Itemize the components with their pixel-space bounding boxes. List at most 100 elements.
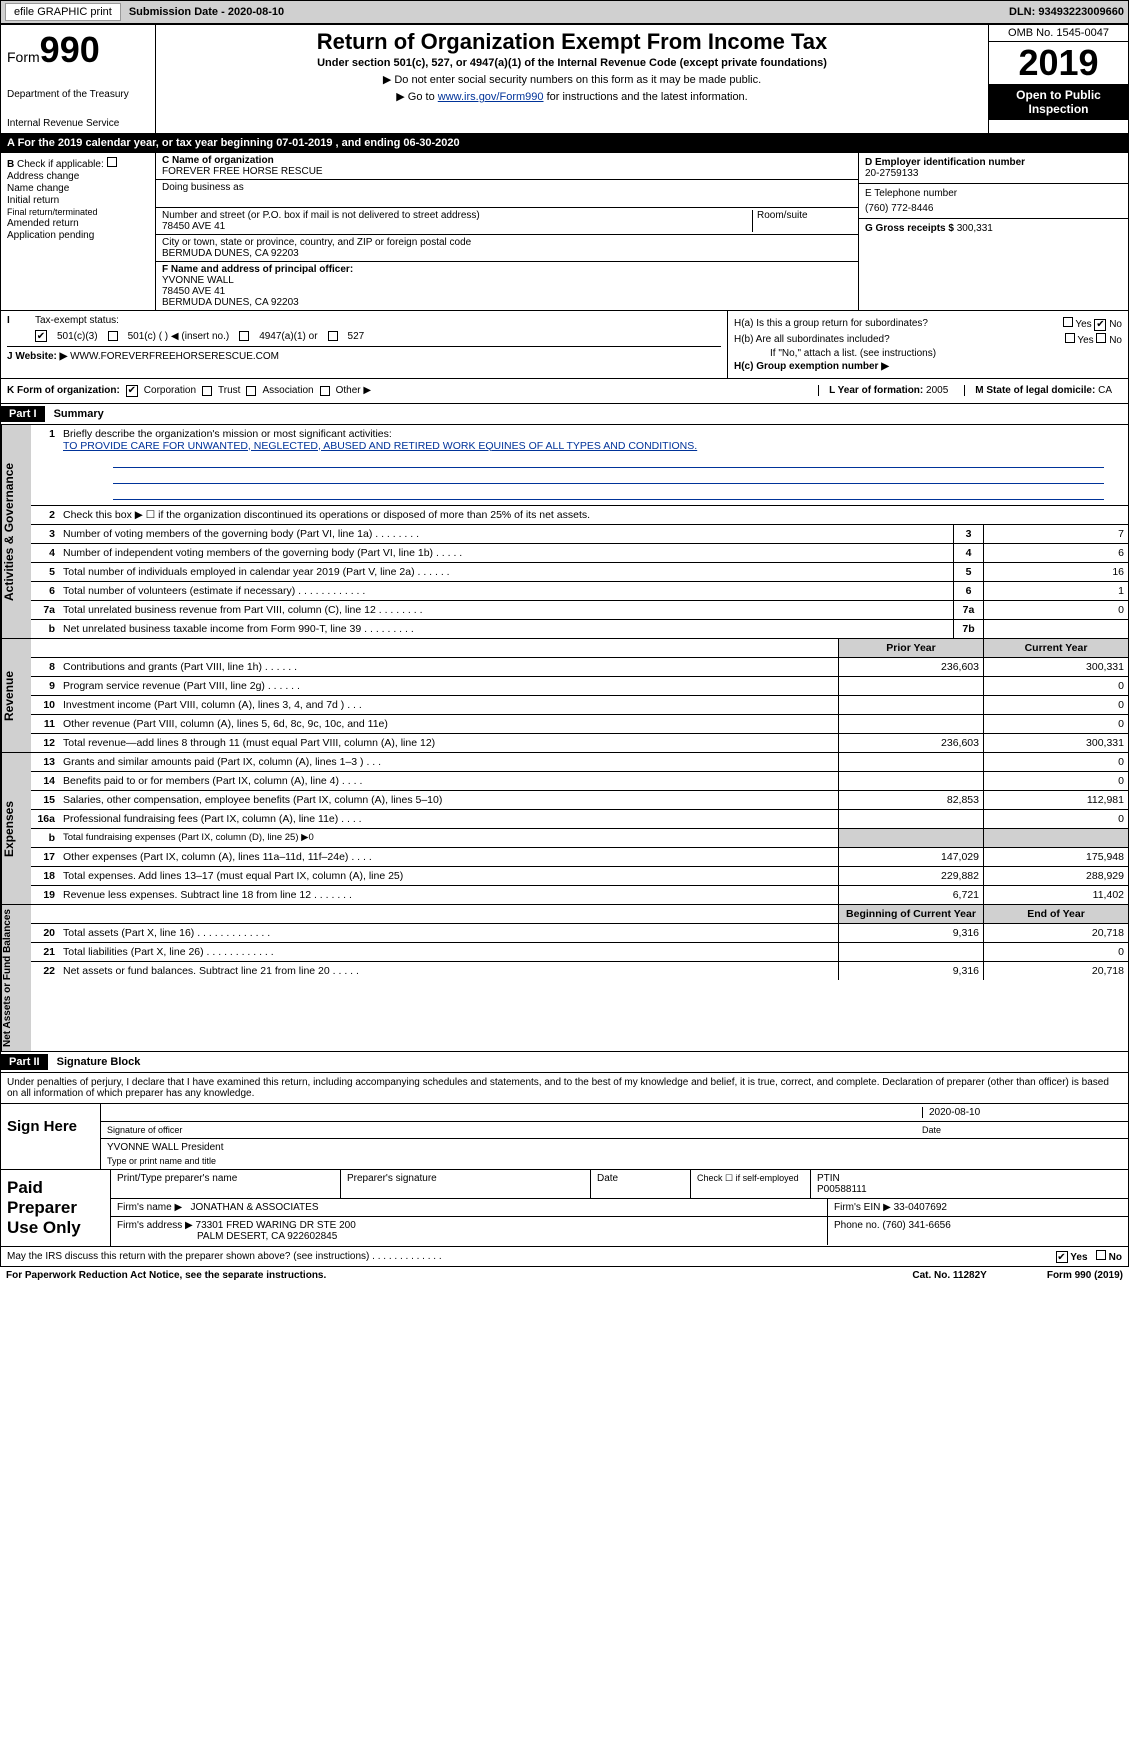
l-label: L Year of formation: bbox=[829, 385, 923, 396]
signature-section: Under penalties of perjury, I declare th… bbox=[0, 1073, 1129, 1170]
current-year-header: Current Year bbox=[983, 639, 1128, 657]
g-value: 300,331 bbox=[957, 223, 993, 234]
sig-date: 2020-08-10 bbox=[922, 1107, 1122, 1118]
form990-link[interactable]: www.irs.gov/Form990 bbox=[438, 91, 544, 103]
room-suite: Room/suite bbox=[752, 210, 852, 232]
end-year-header: End of Year bbox=[983, 905, 1128, 923]
m-label: M State of legal domicile: bbox=[975, 385, 1095, 396]
opt-address-change: Address change bbox=[7, 171, 79, 182]
top-bar: efile GRAPHIC print Submission Date - 20… bbox=[0, 0, 1129, 24]
line5-val: 16 bbox=[983, 563, 1128, 581]
dba-label: Doing business as bbox=[156, 180, 858, 208]
open-to-public: Open to Public Inspection bbox=[989, 84, 1128, 120]
c-label: C Name of organization bbox=[162, 155, 852, 166]
line4-val: 6 bbox=[983, 544, 1128, 562]
discuss-yes[interactable]: ✔ bbox=[1056, 1251, 1068, 1263]
line9: Program service revenue (Part VIII, line… bbox=[59, 677, 838, 695]
firm-address: Firm's address ▶ 73301 FRED WARING DR ST… bbox=[111, 1217, 828, 1245]
sig-intro: Under penalties of perjury, I declare th… bbox=[1, 1073, 1128, 1104]
website-label: J Website: ▶ bbox=[7, 351, 67, 362]
sig-officer-label: Signature of officer bbox=[107, 1125, 922, 1135]
f-name: YVONNE WALL bbox=[162, 275, 852, 286]
opt-pending: Application pending bbox=[7, 230, 94, 241]
ha-label: H(a) Is this a group return for subordin… bbox=[734, 318, 928, 329]
line7a-val: 0 bbox=[983, 601, 1128, 619]
f-city: BERMUDA DUNES, CA 92203 bbox=[162, 297, 852, 308]
cb-trust[interactable] bbox=[202, 386, 212, 396]
f-label: F Name and address of principal officer: bbox=[162, 264, 852, 275]
line7b: Net unrelated business taxable income fr… bbox=[59, 620, 953, 638]
tax-year: 2019 bbox=[989, 42, 1128, 84]
line22: Net assets or fund balances. Subtract li… bbox=[59, 962, 838, 980]
l-value: 2005 bbox=[926, 385, 948, 396]
ha-yes[interactable] bbox=[1063, 317, 1073, 327]
firm-phone: Phone no. (760) 341-6656 bbox=[828, 1217, 1128, 1245]
form-prefix: Form bbox=[7, 49, 40, 65]
m-value: CA bbox=[1098, 385, 1112, 396]
vtab-netassets: Net Assets or Fund Balances bbox=[1, 905, 31, 1051]
line7a: Total unrelated business revenue from Pa… bbox=[59, 601, 953, 619]
line3: Number of voting members of the governin… bbox=[59, 525, 953, 543]
tax-website-h-row: I Tax-exempt status: ✔501(c)(3) 501(c) (… bbox=[0, 311, 1129, 379]
officer-name: YVONNE WALL President bbox=[107, 1142, 224, 1153]
line17: Other expenses (Part IX, column (A), lin… bbox=[59, 848, 838, 866]
form-number: 990 bbox=[40, 29, 100, 70]
submission-label: Submission Date - 2020-08-10 bbox=[129, 6, 284, 18]
preparer-date-label: Date bbox=[591, 1170, 691, 1198]
date-label: Date bbox=[922, 1125, 1122, 1135]
line14: Benefits paid to or for members (Part IX… bbox=[59, 772, 838, 790]
e-label: E Telephone number bbox=[865, 188, 1122, 199]
preparer-sig-label: Preparer's signature bbox=[341, 1170, 591, 1198]
line16a: Professional fundraising fees (Part IX, … bbox=[59, 810, 838, 828]
line1-label: Briefly describe the organization's miss… bbox=[63, 428, 392, 440]
line20: Total assets (Part X, line 16) . . . . .… bbox=[59, 924, 838, 942]
city-label: City or town, state or province, country… bbox=[162, 237, 852, 248]
cb-501c3[interactable]: ✔ bbox=[35, 330, 47, 342]
mission-text[interactable]: TO PROVIDE CARE FOR UNWANTED, NEGLECTED,… bbox=[63, 440, 697, 452]
line8: Contributions and grants (Part VIII, lin… bbox=[59, 658, 838, 676]
efile-button[interactable]: efile GRAPHIC print bbox=[5, 3, 121, 21]
line5: Total number of individuals employed in … bbox=[59, 563, 953, 581]
line16b: Total fundraising expenses (Part IX, col… bbox=[59, 829, 838, 847]
part2-title: Signature Block bbox=[51, 1056, 141, 1068]
cb-4947[interactable] bbox=[239, 331, 249, 341]
discuss-text: May the IRS discuss this return with the… bbox=[7, 1251, 442, 1262]
dln-label: DLN: 93493223009660 bbox=[1009, 6, 1124, 18]
hb-label: H(b) Are all subordinates included? bbox=[734, 334, 890, 345]
ha-no[interactable]: ✔ bbox=[1094, 319, 1106, 331]
hb-yes[interactable] bbox=[1065, 333, 1075, 343]
d-label: D Employer identification number bbox=[865, 157, 1122, 168]
header-left: Form990 Department of the Treasury Inter… bbox=[1, 25, 156, 133]
preparer-name-label: Print/Type preparer's name bbox=[111, 1170, 341, 1198]
header-note-1: ▶ Do not enter social security numbers o… bbox=[160, 73, 984, 86]
cb-assoc[interactable] bbox=[246, 386, 256, 396]
header-note-2: ▶ Go to www.irs.gov/Form990 for instruct… bbox=[160, 90, 984, 103]
opt-amended: Amended return bbox=[7, 218, 79, 229]
summary-expenses: Expenses 13Grants and similar amounts pa… bbox=[0, 753, 1129, 905]
line3-val: 7 bbox=[983, 525, 1128, 543]
line6: Total number of volunteers (estimate if … bbox=[59, 582, 953, 600]
discuss-no[interactable] bbox=[1096, 1250, 1106, 1260]
cb-other[interactable] bbox=[320, 386, 330, 396]
hc-label: H(c) Group exemption number ▶ bbox=[734, 361, 889, 372]
row-a-period: A For the 2019 calendar year, or tax yea… bbox=[0, 134, 1129, 152]
street-value: 78450 AVE 41 bbox=[162, 221, 752, 232]
cb-applicable[interactable] bbox=[107, 157, 117, 167]
cb-corp[interactable]: ✔ bbox=[126, 385, 138, 397]
hb-no[interactable] bbox=[1096, 333, 1106, 343]
summary-netassets: Net Assets or Fund Balances Beginning of… bbox=[0, 905, 1129, 1052]
line6-val: 1 bbox=[983, 582, 1128, 600]
footer-right: Form 990 (2019) bbox=[1047, 1270, 1123, 1281]
firm-ein: Firm's EIN ▶ 33-0407692 bbox=[828, 1199, 1128, 1216]
dept-irs: Internal Revenue Service bbox=[7, 118, 149, 129]
header-title: Return of Organization Exempt From Incom… bbox=[160, 29, 984, 55]
line11: Other revenue (Part VIII, column (A), li… bbox=[59, 715, 838, 733]
line19: Revenue less expenses. Subtract line 18 … bbox=[59, 886, 838, 904]
tax-status-label: Tax-exempt status: bbox=[35, 315, 119, 326]
header-center: Return of Organization Exempt From Incom… bbox=[156, 25, 988, 133]
e-value: (760) 772-8446 bbox=[865, 203, 1122, 214]
line10: Investment income (Part VIII, column (A)… bbox=[59, 696, 838, 714]
hb-note: If "No," attach a list. (see instruction… bbox=[734, 348, 1122, 359]
cb-527[interactable] bbox=[328, 331, 338, 341]
cb-501c[interactable] bbox=[108, 331, 118, 341]
